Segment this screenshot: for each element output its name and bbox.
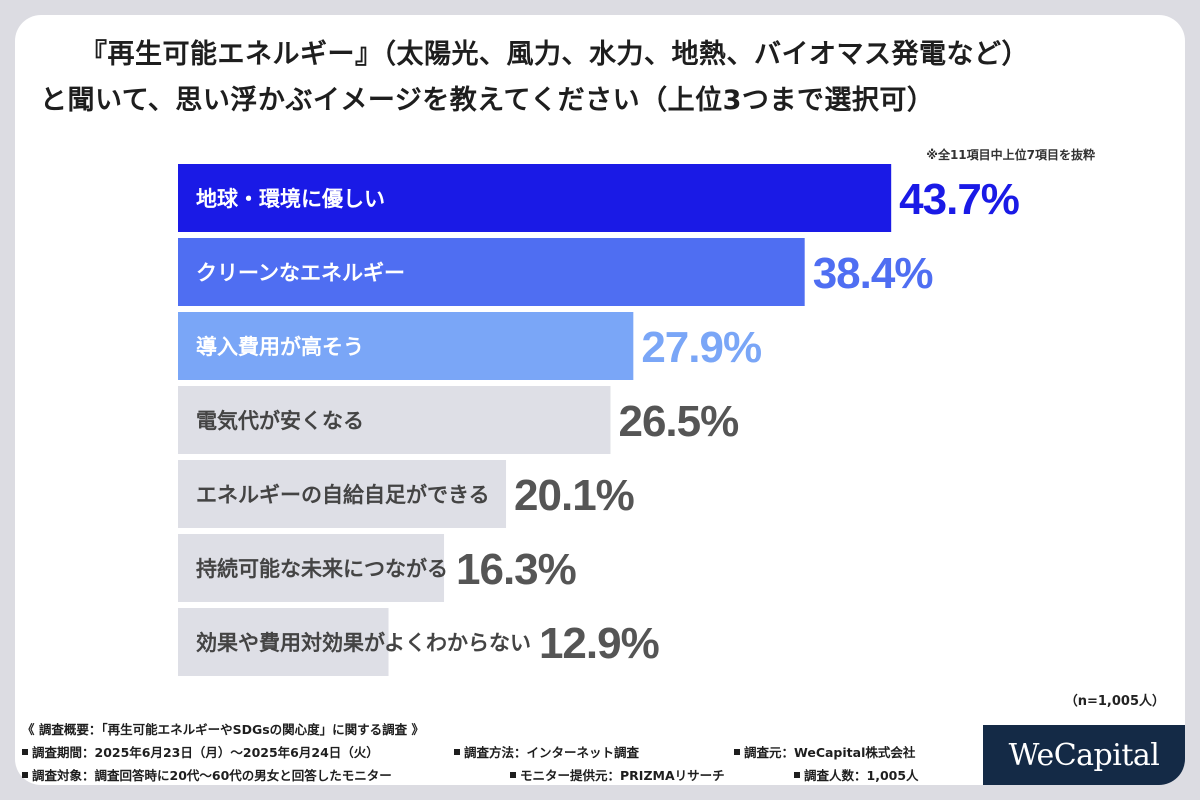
bullet-icon (510, 772, 516, 778)
value-label-4: 26.5% (618, 397, 738, 446)
bar-4 (178, 386, 611, 454)
survey-footer: 《 調査概要：「再生可能エネルギーやSDGsの関心度」に関する調査 》 調査期間… (22, 718, 982, 787)
category-label-3: 導入費用が高そう (196, 335, 364, 359)
title-line-1: 『再生可能エネルギー』（太陽光、風力、水力、地熱、バイオマス発電など） (80, 39, 1029, 70)
category-label-7: 効果や費用対効果がよくわからない (196, 631, 531, 655)
value-label-2: 38.4% (813, 249, 933, 298)
survey-source: 調査元：WeCapital株式会社 (744, 745, 916, 760)
value-label-3: 27.9% (641, 323, 761, 372)
value-label-7: 12.9% (539, 619, 659, 668)
monitor-provider: モニター提供元：PRIZMAリサーチ (520, 768, 725, 783)
title-line-2: と聞いて、思い浮かぶイメージを教えてください（上位3つまで選択可） (40, 85, 935, 116)
value-label-1: 43.7% (899, 175, 1019, 224)
survey-target: 調査対象：調査回答時に20代～60代の男女と回答したモニター (32, 768, 392, 783)
bullet-icon (22, 772, 28, 778)
survey-method: 調査方法：インターネット調査 (464, 745, 640, 760)
category-label-4: 電気代が安くなる (196, 409, 364, 433)
bar-7 (178, 608, 389, 676)
category-label-5: エネルギーの自給自足ができる (196, 483, 490, 507)
bullet-icon (794, 772, 800, 778)
footer-row-2: 調査期間：2025年6月23日（月）～2025年6月24日（火） 調査方法：イン… (22, 741, 982, 764)
survey-period: 調査期間：2025年6月23日（月）～2025年6月24日（火） (32, 745, 379, 760)
category-label-1: 地球・環境に優しい (196, 187, 385, 211)
bar-2 (178, 238, 805, 306)
chart-title: 『再生可能エネルギー』（太陽光、風力、水力、地熱、バイオマス発電など） と聞いて… (40, 32, 1140, 124)
bar-3 (178, 312, 634, 380)
excerpt-note: ※全11項目中上位7項目を抜粋 (926, 148, 1095, 162)
sample-size-label: （n=1,005人） (1064, 694, 1165, 709)
wecapital-logo: WeCapital (983, 725, 1185, 785)
value-label-5: 20.1% (514, 471, 634, 520)
bullet-icon (734, 749, 740, 755)
footer-row-3: 調査対象：調査回答時に20代～60代の男女と回答したモニター モニター提供元：P… (22, 764, 982, 787)
footer-row-1: 《 調査概要：「再生可能エネルギーやSDGsの関心度」に関する調査 》 (22, 718, 982, 741)
value-label-6: 16.3% (456, 545, 576, 594)
survey-overview: 《 調査概要：「再生可能エネルギーやSDGsの関心度」に関する調査 》 (22, 722, 425, 737)
bar-6 (178, 534, 445, 602)
bar-5 (178, 460, 507, 528)
category-label-6: 持続可能な未来につながる (196, 557, 448, 581)
bullet-icon (454, 749, 460, 755)
category-label-2: クリーンなエネルギー (196, 261, 405, 285)
bullet-icon (22, 749, 28, 755)
survey-count: 調査人数：1,005人 (804, 768, 919, 783)
bar-1 (178, 164, 892, 232)
